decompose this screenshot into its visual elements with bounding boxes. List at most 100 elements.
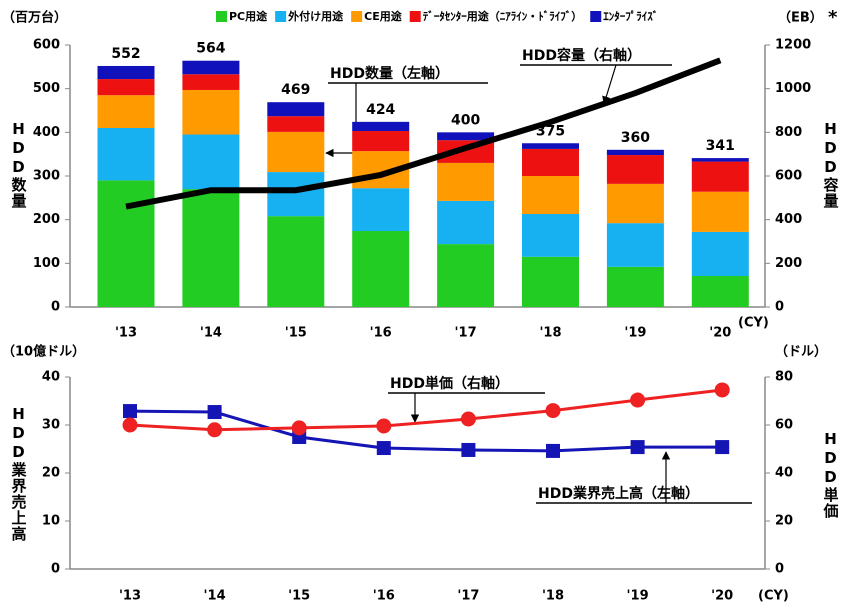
x-tick-label: '14: [204, 589, 226, 604]
legend-label: ﾃﾞｰﾀｾﾝﾀｰ用途（ﾆｱﾗｲﾝ・ﾄﾞﾗｲﾌﾞ）: [423, 9, 583, 23]
marker: [460, 411, 476, 427]
marker: [630, 392, 646, 408]
bar-segment: [267, 172, 325, 217]
total-label: 564: [196, 41, 225, 57]
marker: [376, 418, 392, 434]
bar-segment: [691, 275, 749, 307]
x-unit-label: (CY): [758, 589, 789, 604]
bar-segment: [267, 102, 325, 117]
bar-segment: [352, 188, 410, 232]
bar-segment: [267, 116, 325, 132]
marker: [122, 417, 138, 433]
bar-segment: [606, 266, 664, 307]
y2-tick-label: 0: [775, 300, 784, 315]
legend-swatch: [216, 11, 227, 22]
bar-segment: [691, 231, 749, 276]
y2-tick-label: 400: [775, 212, 802, 227]
bar-segment: [437, 132, 495, 141]
legend-label: CE用途: [364, 9, 403, 23]
y-tick-label: 0: [51, 300, 60, 315]
bar-segment: [691, 158, 749, 162]
bar-segment: [522, 148, 579, 176]
y-tick-label: 10: [42, 514, 60, 529]
y2-tick-label: 0: [775, 562, 784, 577]
total-label: 469: [281, 82, 310, 98]
unit-label: （EB）: [778, 10, 823, 26]
bar-segment: [352, 121, 410, 132]
annotation: HDD数量（左軸）: [330, 65, 449, 82]
annotation-arrow: [602, 64, 617, 105]
x-tick-label: '13: [119, 589, 141, 604]
y-tick-label: 100: [33, 256, 60, 271]
bar-segment: [522, 256, 579, 307]
bar-segment: [606, 155, 664, 184]
y2-tick-label: 200: [775, 256, 802, 271]
marker: [461, 442, 476, 457]
bar-segment: [352, 231, 410, 307]
marker: [714, 382, 730, 398]
bar-segment: [691, 191, 749, 232]
total-label: 400: [451, 112, 480, 128]
marker: [545, 403, 561, 419]
legend-swatch: [351, 11, 363, 22]
x-tick-label: '14: [200, 326, 222, 341]
annotation-arrow: [325, 83, 357, 158]
x-tick-label: '17: [457, 589, 479, 604]
y-tick-label: 500: [33, 81, 60, 96]
bar-segment: [691, 161, 749, 192]
y2-tick-label: 1000: [775, 81, 811, 96]
bar-segment: [97, 65, 155, 80]
bar-segment: [522, 143, 579, 149]
y2-tick-label: 40: [775, 466, 793, 481]
bar-segment: [267, 216, 325, 307]
bar-segment: [606, 149, 664, 156]
bar-segment: [97, 79, 155, 96]
bar-segment: [437, 200, 495, 245]
y-tick-label: 40: [42, 370, 60, 385]
y2-tick-label: 800: [775, 125, 802, 140]
y2-tick-label: 600: [775, 169, 802, 184]
bar-segment: [352, 131, 410, 152]
x-tick-label: '16: [373, 589, 395, 604]
x-tick-label: '15: [288, 589, 310, 604]
x-tick-label: '17: [455, 326, 477, 341]
y2-tick-label: 1200: [775, 38, 811, 53]
y-tick-label: 300: [33, 169, 60, 184]
bar-segment: [522, 176, 579, 214]
y-tick-label: 600: [33, 38, 60, 53]
x-tick-label: '18: [542, 589, 564, 604]
y2-axis-title: HDD容量: [822, 120, 840, 209]
x-tick-label: '19: [624, 326, 646, 341]
unit-label: （10億ドル）: [2, 344, 85, 360]
legend-label: ｴﾝﾀｰﾌﾟﾗｲｽﾞ: [603, 9, 658, 23]
total-label: 341: [706, 138, 735, 154]
annotation: HDD業界売上高（左軸）: [538, 485, 699, 502]
bar-segment: [182, 134, 240, 190]
marker: [207, 422, 223, 438]
marker: [715, 440, 730, 455]
legend-swatch: [409, 11, 421, 22]
bar-segment: [182, 89, 240, 135]
bar-segment: [182, 189, 240, 307]
total-label: 552: [111, 46, 140, 62]
x-unit-label: (CY): [738, 316, 769, 331]
y-tick-label: 400: [33, 125, 60, 140]
x-tick-label: '13: [115, 326, 137, 341]
marker: [123, 404, 137, 419]
note: *: [828, 7, 838, 28]
y2-tick-label: 60: [775, 418, 793, 433]
bar-segment: [182, 60, 240, 75]
marker: [376, 441, 391, 456]
marker: [207, 405, 222, 420]
legend-label: 外付け用途: [287, 9, 344, 23]
y-tick-label: 30: [42, 418, 60, 433]
bar-segment: [606, 183, 664, 224]
annotation: HDD容量（右軸）: [522, 47, 641, 64]
y-axis-title: HDD業界売上高: [10, 405, 28, 542]
bar-segment: [267, 131, 325, 173]
bar-segment: [97, 180, 155, 307]
x-tick-label: '20: [709, 326, 731, 341]
marker: [546, 443, 560, 458]
x-tick-label: '19: [627, 589, 649, 604]
y-axis-title: HDD数量: [10, 120, 28, 209]
